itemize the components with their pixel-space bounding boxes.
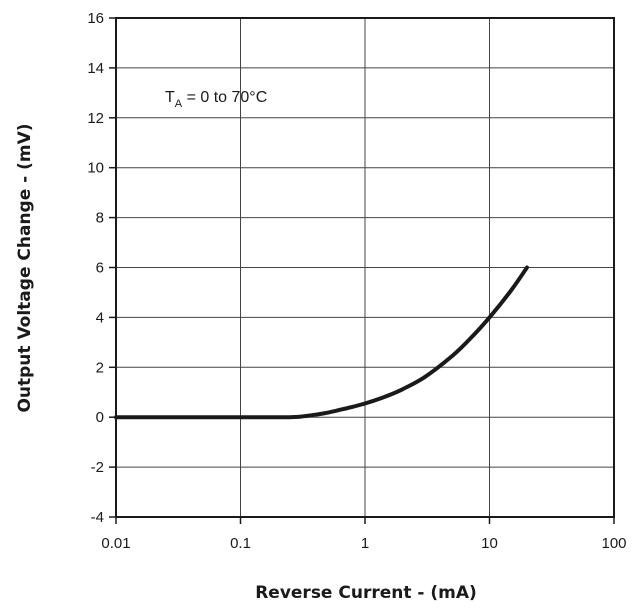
y-axis-title: Output Voltage Change - (mV)	[15, 123, 35, 412]
x-tick-labels: 0.01 0.1 1 10 100	[101, 517, 627, 552]
y-tick-label: 0	[96, 409, 104, 426]
annotation-rest: = 0 to 70°C	[182, 89, 267, 106]
x-tick-label: 1	[361, 535, 369, 552]
x-tick-label: 100	[601, 535, 626, 552]
y-tick-label: 4	[96, 309, 104, 326]
y-tick-label: 12	[87, 110, 104, 127]
y-tick-label: 2	[96, 359, 104, 376]
annotation-subscript: A	[175, 98, 183, 110]
y-tick-label: -4	[91, 509, 104, 526]
series-line	[114, 265, 529, 420]
x-axis-title: Reverse Current - (mA)	[255, 583, 477, 603]
temperature-annotation: TA = 0 to 70°C	[165, 89, 267, 110]
y-tick-label: 8	[96, 210, 104, 227]
y-tick-label: 10	[87, 160, 104, 177]
x-tick-label: 10	[481, 535, 498, 552]
series-layer	[114, 265, 529, 420]
y-tick-label: -2	[91, 459, 104, 476]
x-tick-label: 0.01	[101, 535, 130, 552]
y-tick-label: 14	[87, 60, 104, 77]
y-tick-label: 16	[87, 10, 104, 27]
y-tick-labels: -4 -2 0 2 4 6 8 10 12 14 16	[87, 10, 116, 526]
x-tick-label: 0.1	[230, 535, 251, 552]
y-tick-label: 6	[96, 260, 104, 277]
annotation-main: T	[165, 89, 175, 106]
